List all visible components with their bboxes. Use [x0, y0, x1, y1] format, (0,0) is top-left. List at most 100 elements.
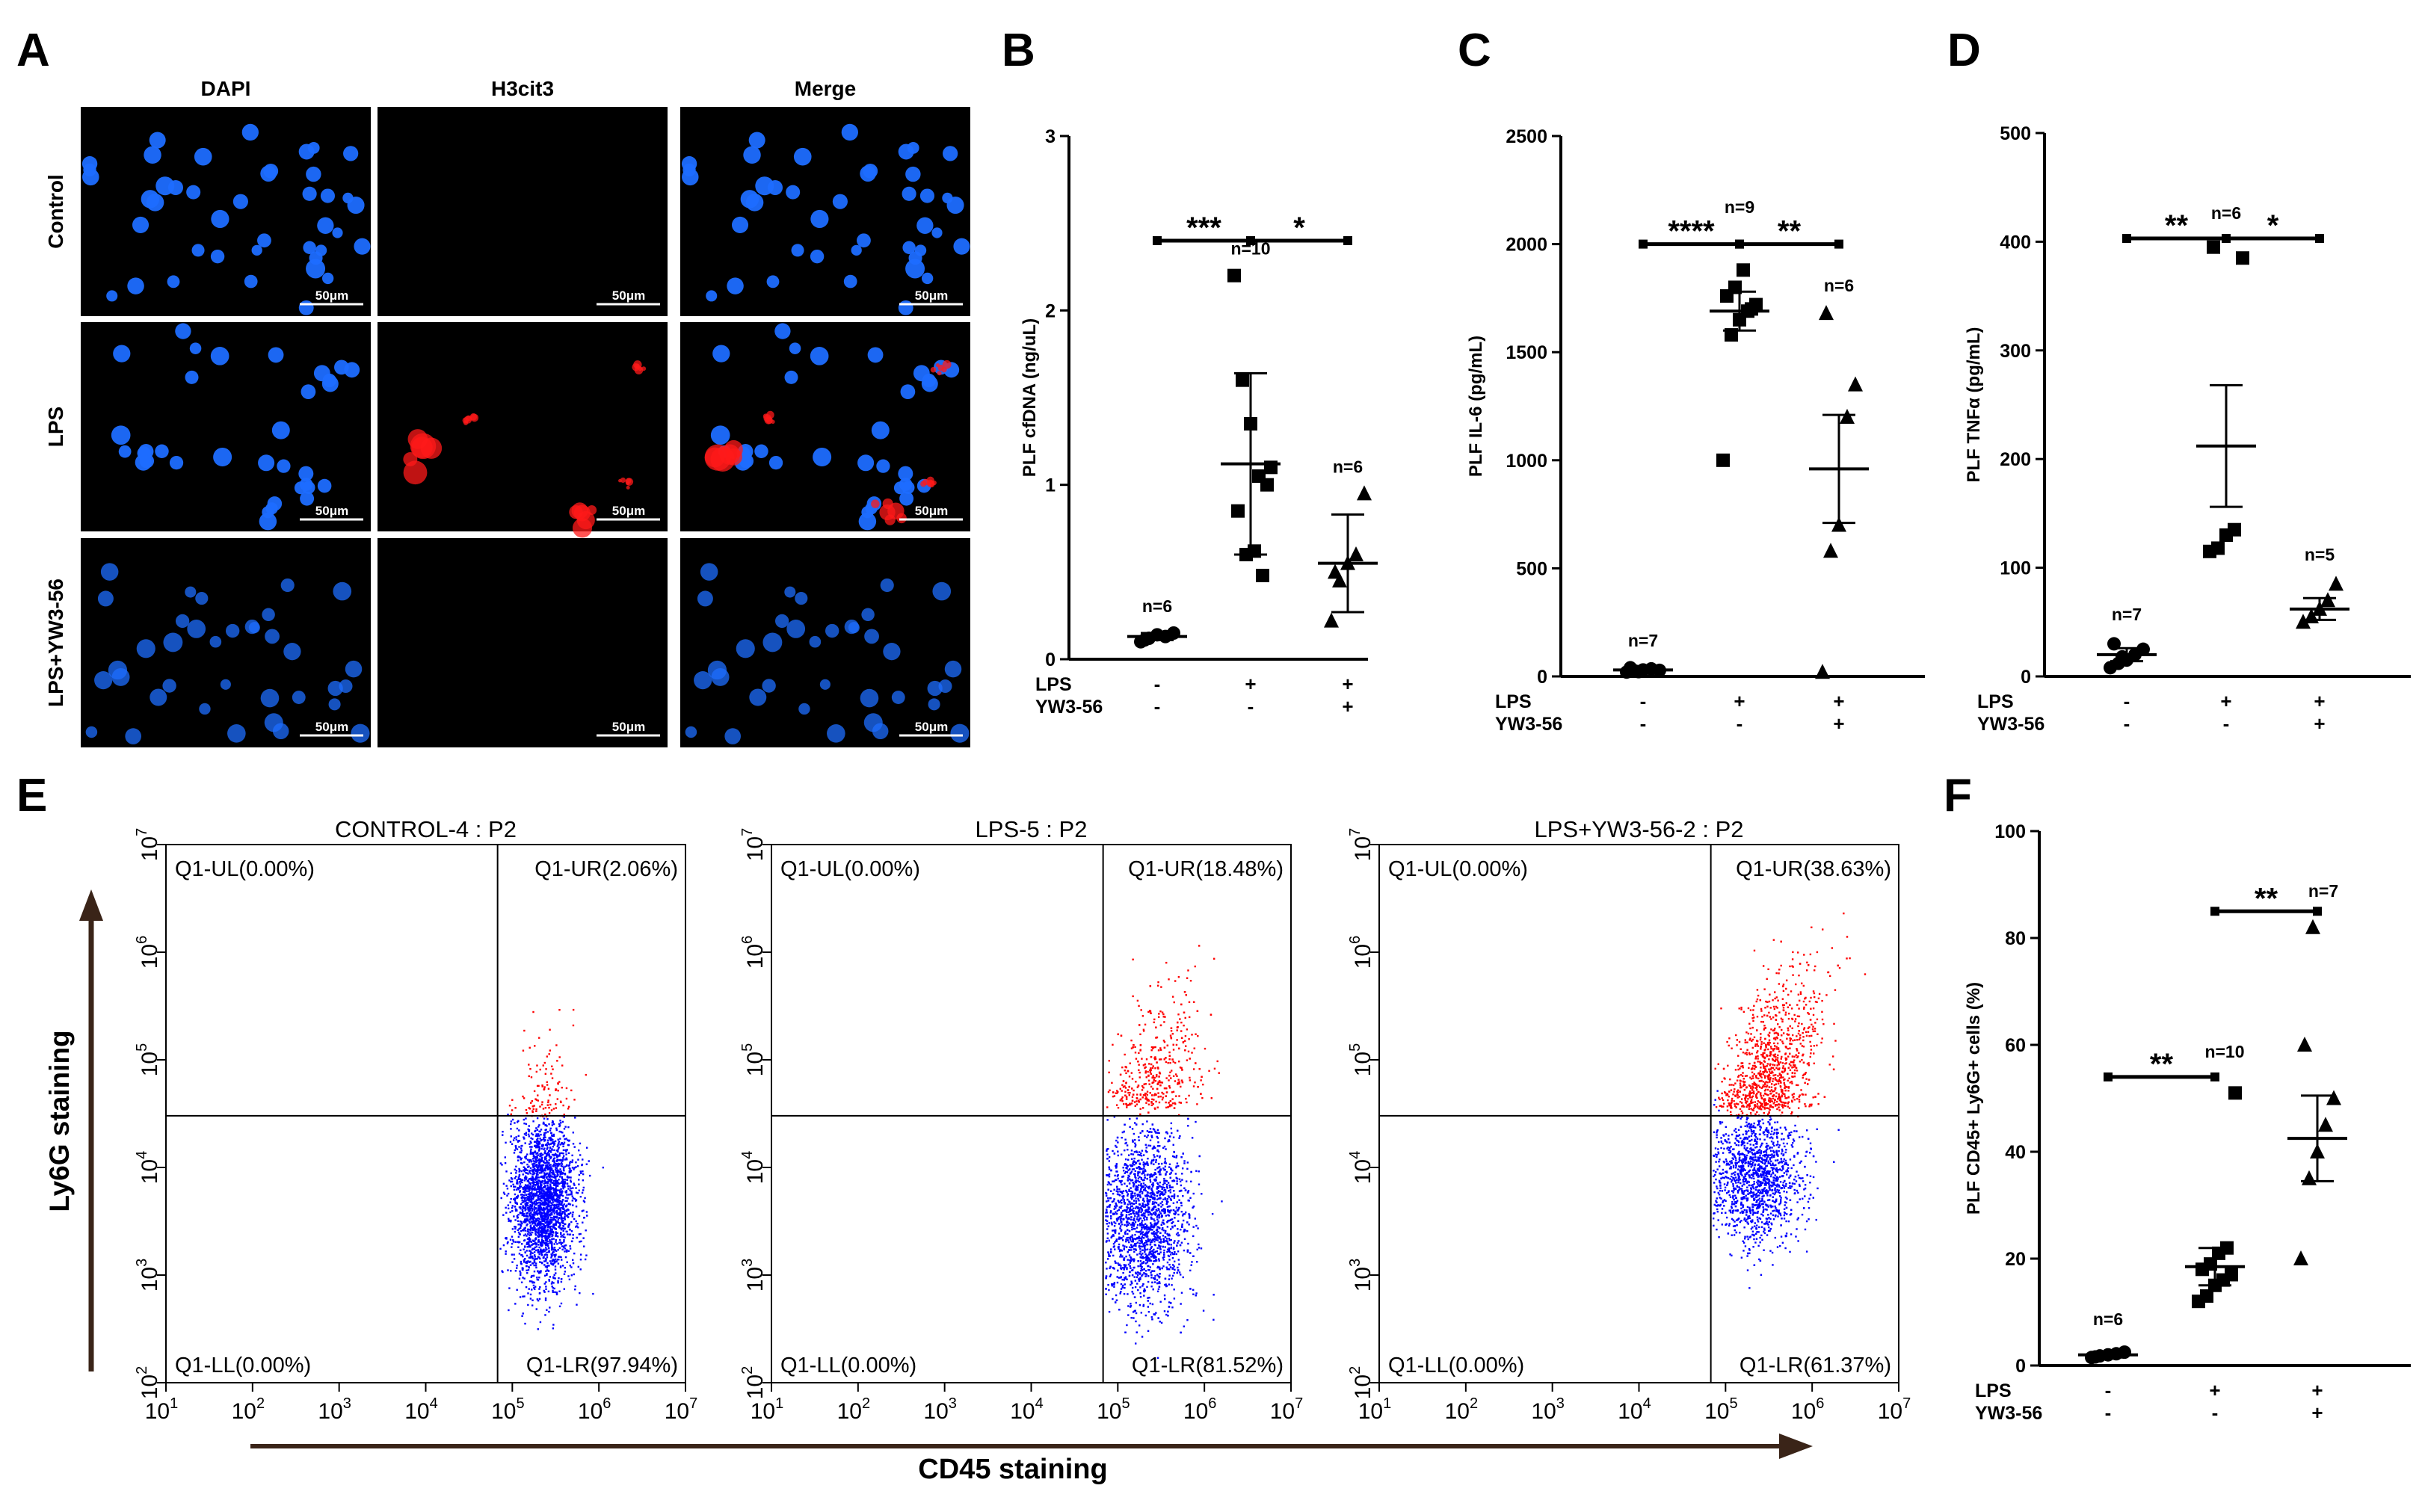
ly6g-negative-event	[535, 1152, 537, 1155]
ly6g-negative-event	[544, 1192, 546, 1195]
ly6g-negative-event	[513, 1185, 515, 1188]
ly6g-negative-event	[553, 1144, 555, 1146]
ly6g-negative-event	[537, 1150, 540, 1152]
ly6g-positive-event	[523, 1097, 526, 1099]
ly6g-negative-event	[1141, 1213, 1144, 1215]
ly6g-positive-event	[1163, 1021, 1165, 1023]
ly6g-negative-event	[1176, 1182, 1178, 1185]
ly6g-negative-event	[530, 1201, 533, 1204]
ly6g-positive-event	[1145, 1076, 1147, 1079]
ly6g-negative-event	[1107, 1283, 1109, 1286]
ly6g-negative-event	[546, 1273, 548, 1275]
ly6g-positive-event	[1139, 1033, 1141, 1036]
ly6g-positive-event	[1142, 1028, 1145, 1031]
ly6g-negative-event	[536, 1192, 538, 1194]
ly6g-negative-event	[550, 1175, 552, 1178]
data-point-triangle	[1819, 305, 1834, 321]
ly6g-negative-event	[508, 1219, 511, 1222]
ly6g-negative-event	[530, 1241, 533, 1243]
ly6g-negative-event	[559, 1227, 561, 1229]
ly6g-negative-event	[561, 1221, 564, 1223]
ly6g-negative-event	[520, 1262, 523, 1265]
ly6g-negative-event	[561, 1120, 564, 1123]
h3cit-signal	[463, 416, 472, 424]
ly6g-negative-event	[566, 1230, 568, 1233]
nucleus-dot	[327, 680, 343, 697]
ly6g-negative-event	[559, 1241, 562, 1244]
ly6g-negative-event	[521, 1315, 523, 1317]
ly6g-positive-event	[1150, 1100, 1153, 1103]
ly6g-negative-event	[1121, 1205, 1123, 1208]
ly6g-negative-event	[535, 1188, 537, 1191]
ly6g-negative-event	[542, 1250, 544, 1253]
ly6g-negative-event	[561, 1204, 564, 1206]
y-tick-label: 102	[739, 1366, 768, 1400]
ly6g-negative-event	[545, 1208, 548, 1210]
ly6g-negative-event	[1140, 1152, 1142, 1155]
ly6g-negative-event	[1173, 1151, 1175, 1153]
ly6g-negative-event	[516, 1289, 518, 1291]
ly6g-negative-event	[538, 1124, 540, 1126]
lps-sign: +	[2314, 690, 2325, 712]
nucleus-dot	[857, 454, 875, 472]
ly6g-negative-event	[552, 1164, 555, 1166]
ly6g-positive-event	[1194, 1081, 1196, 1084]
ly6g-negative-event	[572, 1262, 575, 1265]
ly6g-positive-event	[528, 1075, 530, 1078]
ly6g-negative-event	[517, 1229, 520, 1232]
nucleus-dot	[942, 192, 953, 204]
ly6g-negative-event	[553, 1153, 555, 1156]
ly6g-negative-event	[558, 1209, 561, 1211]
ly6g-negative-event	[561, 1265, 564, 1267]
ly6g-negative-event	[1124, 1277, 1126, 1280]
nucleus-dot	[292, 691, 306, 704]
ly6g-negative-event	[532, 1158, 534, 1160]
ly6g-negative-event	[535, 1194, 537, 1197]
ly6g-positive-event	[1177, 1079, 1180, 1081]
ly6g-negative-event	[1140, 1214, 1143, 1217]
ly6g-negative-event	[558, 1225, 560, 1228]
ly6g-negative-event	[1170, 1209, 1172, 1212]
ly6g-negative-event	[512, 1139, 515, 1141]
ly6g-negative-event	[509, 1201, 511, 1203]
ly6g-negative-event	[529, 1146, 531, 1148]
ly6g-negative-event	[543, 1151, 546, 1154]
ly6g-negative-event	[530, 1212, 532, 1214]
ly6g-negative-event	[558, 1189, 561, 1191]
ly6g-negative-event	[1175, 1253, 1177, 1256]
nucleus-dot	[685, 726, 697, 738]
ly6g-negative-event	[529, 1205, 531, 1207]
nucleus-dot	[905, 166, 921, 182]
nucleus-dot	[871, 421, 890, 439]
ly6g-negative-event	[542, 1153, 544, 1155]
ly6g-negative-event	[538, 1297, 541, 1300]
ly6g-negative-event	[514, 1270, 517, 1272]
ly6g-negative-event	[546, 1147, 549, 1149]
ly6g-negative-event	[1141, 1274, 1144, 1276]
ly6g-negative-event	[525, 1221, 527, 1223]
ly6g-negative-event	[519, 1187, 521, 1189]
ly6g-negative-event	[1127, 1211, 1130, 1213]
ly6g-negative-event	[517, 1241, 520, 1244]
ly6g-negative-event	[546, 1239, 548, 1242]
ly6g-negative-event	[540, 1250, 543, 1253]
yw3-56-sign: -	[1737, 712, 1743, 735]
ly6g-negative-event	[554, 1207, 557, 1209]
ly6g-negative-event	[1186, 1161, 1189, 1164]
ly6g-negative-event	[561, 1132, 564, 1134]
ly6g-negative-event	[535, 1184, 537, 1186]
ly6g-negative-event	[576, 1225, 578, 1227]
ly6g-negative-event	[551, 1209, 553, 1212]
y-tick-label: 1	[1045, 475, 1056, 496]
ly6g-negative-event	[1138, 1239, 1141, 1241]
nucleus-dot	[227, 724, 246, 743]
h3cit-signal	[470, 413, 479, 422]
ly6g-positive-event	[1152, 1087, 1154, 1090]
nucleus-dot	[333, 581, 352, 601]
ly6g-negative-event	[1139, 1245, 1142, 1247]
ly6g-negative-event	[1156, 1250, 1159, 1253]
ly6g-positive-event	[534, 1045, 536, 1047]
ly6g-negative-event	[538, 1186, 540, 1188]
ly6g-negative-event	[558, 1124, 561, 1126]
ly6g-negative-event	[538, 1256, 540, 1259]
